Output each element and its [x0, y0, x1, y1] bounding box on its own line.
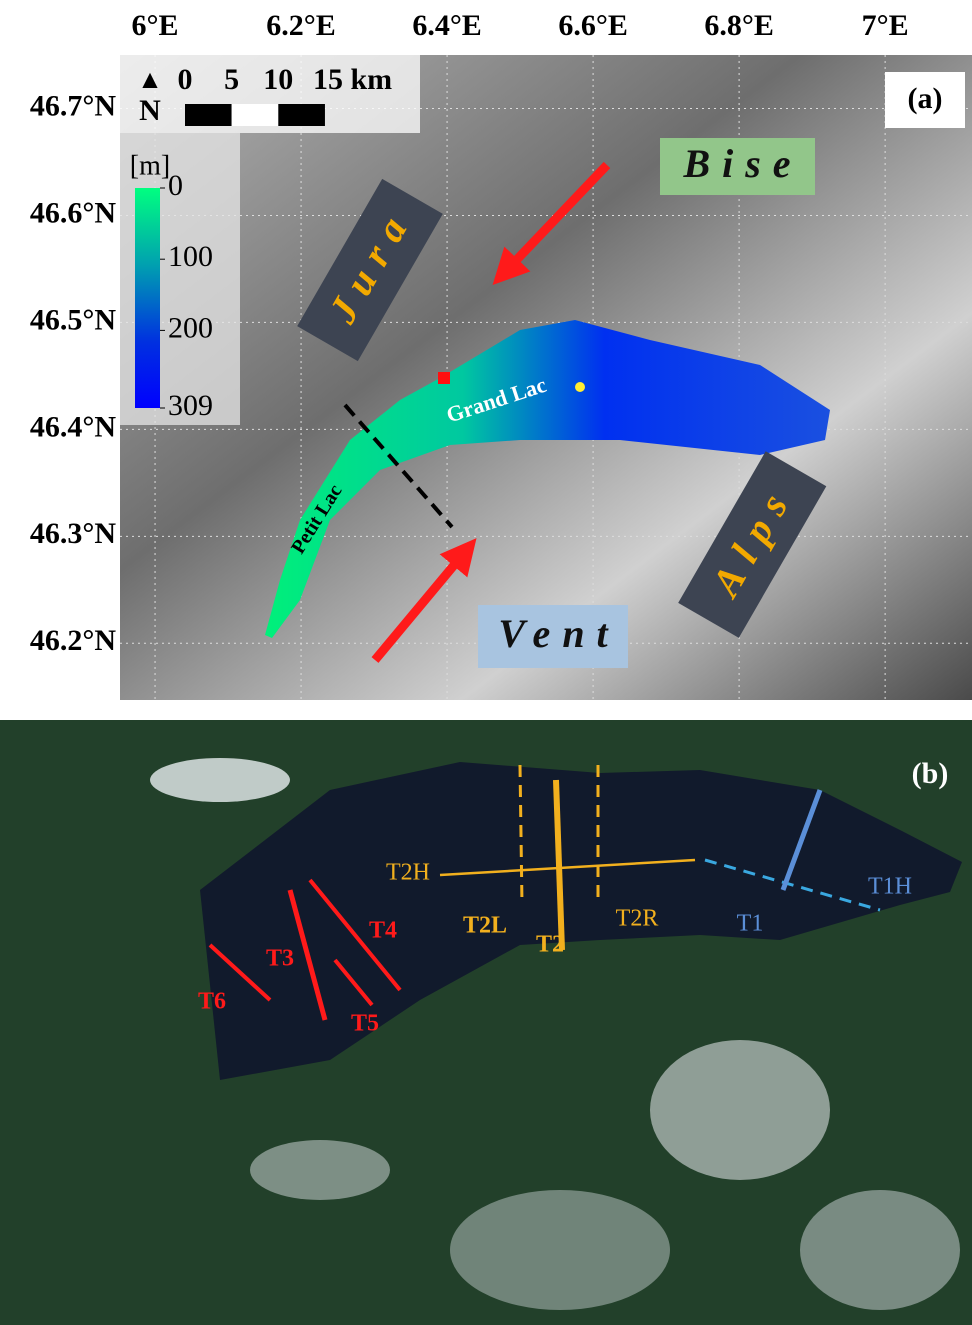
panel-a: Grand Lac Petit Lac Jura Alps Bise Vent …	[30, 9, 972, 700]
y-tick-label: 46.2°N	[30, 624, 116, 657]
north-label: N	[139, 94, 161, 127]
north-arrow: ▲	[137, 65, 163, 94]
scale-label: 0	[178, 63, 193, 96]
cloud	[150, 758, 290, 802]
x-tick-label: 6.4°E	[412, 9, 482, 42]
snow	[450, 1190, 670, 1310]
transect	[287, 889, 328, 1021]
wind-arrow	[492, 161, 611, 286]
colorbar-label: 100	[168, 240, 213, 273]
x-tick-label: 6°E	[132, 9, 179, 42]
snow	[250, 1140, 390, 1200]
transect	[333, 958, 374, 1007]
panel-b: T2H T2L T2 T2R T1 T1H T4 T3 T5 T6 (b)	[0, 720, 972, 1325]
transect	[704, 858, 881, 912]
panel-label: (b)	[912, 757, 949, 790]
transect-label: T5	[351, 1011, 379, 1037]
section-line	[343, 403, 454, 529]
transect-label: T1	[737, 911, 764, 937]
snow	[650, 1040, 830, 1180]
station-marker	[438, 372, 450, 384]
wind-box	[478, 605, 628, 668]
snow	[800, 1190, 960, 1310]
x-tick-label: 6.6°E	[558, 9, 628, 42]
colorbar-unit: [m]	[130, 150, 170, 181]
y-tick-label: 46.3°N	[30, 517, 116, 550]
wind-arrow	[371, 538, 477, 663]
transect-label: T3	[266, 946, 294, 972]
wind-label: Bise	[682, 141, 802, 186]
transect	[208, 943, 272, 1002]
scale-segment	[231, 104, 279, 126]
y-tick-label: 46.5°N	[30, 303, 116, 336]
station-marker	[575, 382, 585, 392]
transect-label: T2H	[386, 860, 430, 886]
colorbar-label: 200	[168, 311, 213, 344]
x-tick-label: 6.8°E	[704, 9, 774, 42]
y-tick-label: 46.6°N	[30, 196, 116, 229]
transect-label: T2R	[616, 906, 659, 932]
panel-label-box	[885, 72, 965, 128]
colorbar	[135, 188, 160, 408]
transect	[308, 878, 402, 992]
lake	[50, 762, 962, 1310]
transect	[518, 764, 524, 906]
scale-label: 15 km	[313, 63, 392, 96]
wind-label: Vent	[498, 611, 619, 656]
scale-segment	[185, 104, 232, 126]
panel-label: (a)	[908, 82, 943, 115]
transect-label: T1H	[868, 874, 912, 900]
transect-label: T2	[536, 932, 564, 958]
transect	[553, 779, 565, 951]
transect	[780, 789, 823, 891]
y-tick-label: 46.4°N	[30, 410, 116, 443]
x-tick-label: 7°E	[862, 9, 909, 42]
transect	[439, 858, 696, 877]
lake-bathymetry	[265, 320, 830, 638]
scale-label: 5	[224, 63, 239, 96]
scale-label: 10	[263, 63, 293, 96]
scale-segment	[278, 104, 325, 126]
x-tick-label: 6.2°E	[266, 9, 336, 42]
transect-label: T6	[198, 989, 226, 1015]
transect-label: T2L	[463, 913, 507, 939]
colorbar-label: 0	[168, 169, 183, 202]
wind-box	[660, 138, 815, 195]
colorbar-label: 309	[168, 389, 213, 422]
transect-label: T4	[369, 918, 397, 944]
y-tick-label: 46.7°N	[30, 89, 116, 122]
